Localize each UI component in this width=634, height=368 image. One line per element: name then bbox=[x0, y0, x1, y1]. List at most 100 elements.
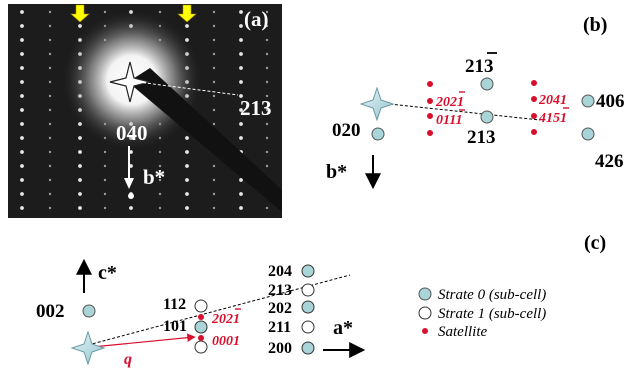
legend: Strate 0 (sub-cell) Strate 1 (sub-cell) … bbox=[418, 287, 546, 340]
satellite-b-l4 bbox=[427, 130, 433, 136]
diffraction-spot bbox=[20, 164, 24, 168]
diffraction-spot bbox=[212, 66, 216, 70]
spot-020 bbox=[371, 127, 385, 141]
bstar-arrowhead-a bbox=[124, 178, 134, 189]
panel-c: (c) c* 002 q 112 101 2021 0001 204 213 bbox=[36, 232, 606, 368]
diffraction-spot bbox=[158, 178, 162, 182]
diffraction-spot bbox=[239, 136, 243, 140]
legend-strate1-label: Strate 1 (sub-cell) bbox=[438, 306, 546, 322]
diffraction-spot bbox=[20, 10, 24, 14]
diffraction-spot bbox=[103, 10, 107, 14]
diffraction-spot bbox=[185, 206, 189, 210]
diffraction-spot bbox=[48, 38, 52, 42]
label-cstar: c* bbox=[98, 262, 117, 284]
diffraction-spot bbox=[265, 80, 269, 84]
diffraction-spot bbox=[20, 206, 24, 210]
diffraction-spot bbox=[129, 150, 133, 154]
diffraction-spot bbox=[239, 24, 243, 28]
diffraction-spot bbox=[48, 66, 52, 70]
spot-112 bbox=[194, 299, 208, 313]
spot-101 bbox=[194, 320, 208, 334]
diffraction-spot bbox=[48, 206, 52, 210]
satellite-b-l3 bbox=[427, 113, 433, 119]
diffraction-spot bbox=[265, 66, 269, 70]
spot-213-c bbox=[301, 283, 315, 297]
diffraction-spot bbox=[103, 150, 107, 154]
diffraction-spot bbox=[212, 24, 216, 28]
diffraction-spot bbox=[78, 136, 82, 140]
diffraction-spot bbox=[48, 80, 52, 84]
label-406-b: 406 bbox=[596, 91, 625, 112]
diffraction-spot bbox=[265, 24, 269, 28]
diffraction-spot bbox=[48, 52, 52, 56]
diffraction-spot bbox=[212, 192, 216, 196]
label-astar: a* bbox=[333, 317, 353, 339]
diffraction-spot bbox=[48, 122, 52, 126]
satellite-b-r1 bbox=[531, 80, 537, 86]
diffraction-spot bbox=[185, 136, 189, 140]
label-040-a: 040 bbox=[116, 121, 148, 145]
diffraction-spot bbox=[20, 80, 24, 84]
diffraction-spot bbox=[48, 94, 52, 98]
sat-label-2021-c: 2021 bbox=[211, 312, 240, 327]
spot-406 bbox=[581, 94, 595, 108]
diffraction-spot bbox=[103, 206, 107, 210]
diffraction-spot bbox=[20, 136, 24, 140]
spot-213bar bbox=[480, 77, 494, 91]
label-204: 204 bbox=[268, 263, 292, 280]
label-020-b: 020 bbox=[332, 120, 361, 141]
diffraction-spot bbox=[103, 164, 107, 168]
spot-213 bbox=[480, 110, 494, 124]
diffraction-spot bbox=[48, 164, 52, 168]
diffraction-spot bbox=[129, 206, 133, 210]
diffraction-spot bbox=[265, 122, 269, 126]
diffraction-spot bbox=[212, 122, 216, 126]
satellite-b-r3 bbox=[531, 113, 537, 119]
label-002: 002 bbox=[36, 301, 65, 322]
diffraction-spot bbox=[185, 164, 189, 168]
label-213-a: 213 bbox=[240, 96, 272, 120]
satellite-c-2 bbox=[198, 335, 204, 341]
diffraction-spot bbox=[20, 94, 24, 98]
sat-label-0111-b: 0111 bbox=[436, 113, 462, 128]
label-211: 211 bbox=[268, 319, 291, 336]
diffraction-spot bbox=[78, 206, 82, 210]
diffraction-spot bbox=[20, 178, 24, 182]
diffraction-spot bbox=[78, 150, 82, 154]
origin-star-c-icon bbox=[70, 330, 106, 366]
diffraction-spot bbox=[265, 38, 269, 42]
diffraction-spot bbox=[212, 52, 216, 56]
diffraction-spot-040 bbox=[128, 193, 134, 199]
spot-202 bbox=[301, 300, 315, 314]
sat-label-2041-b: 2041 bbox=[538, 93, 567, 108]
diffraction-spot bbox=[20, 24, 24, 28]
diffraction-spot bbox=[265, 94, 269, 98]
diffraction-spot bbox=[48, 24, 52, 28]
diffraction-spot bbox=[239, 192, 243, 196]
diffraction-spot bbox=[48, 178, 52, 182]
diffraction-spot bbox=[239, 10, 243, 14]
diffraction-spot bbox=[212, 206, 216, 210]
satellite-b-r4 bbox=[531, 129, 537, 135]
diffraction-spot bbox=[212, 164, 216, 168]
diffraction-spot bbox=[78, 164, 82, 168]
diffraction-spot bbox=[212, 108, 216, 112]
diffraction-spot bbox=[239, 178, 243, 182]
diffraction-spot bbox=[158, 10, 162, 14]
diffraction-spot bbox=[212, 38, 216, 42]
origin-star-b-icon bbox=[359, 86, 395, 122]
diffraction-spot bbox=[185, 24, 189, 28]
diffraction-spot bbox=[158, 150, 162, 154]
diffraction-spot bbox=[158, 206, 162, 210]
diffraction-spot bbox=[20, 52, 24, 56]
panel-a-tag: (a) bbox=[244, 7, 269, 31]
label-213-c: 213 bbox=[268, 282, 292, 299]
diffraction-spot bbox=[239, 108, 243, 112]
sat-label-0001-c: 0001 bbox=[212, 334, 240, 349]
legend-strate0-label: Strate 0 (sub-cell) bbox=[438, 287, 546, 303]
beam-stopper bbox=[128, 68, 282, 212]
satellite-b-r2 bbox=[531, 96, 537, 102]
diffraction-spot bbox=[265, 164, 269, 168]
diffraction-spot bbox=[185, 178, 189, 182]
